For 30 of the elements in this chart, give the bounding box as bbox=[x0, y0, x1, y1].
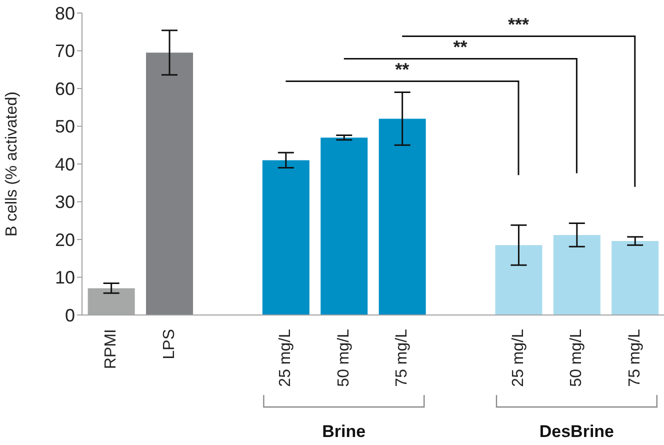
bar bbox=[262, 160, 310, 315]
annotation: *** bbox=[508, 14, 530, 34]
y-tick-label: 50 bbox=[54, 116, 75, 137]
x-tick-label: 50 mg/L bbox=[568, 328, 586, 387]
annotation: ** bbox=[395, 59, 410, 80]
bar bbox=[146, 52, 194, 315]
bar bbox=[378, 118, 426, 315]
text: Brine bbox=[322, 422, 366, 441]
y-tick-label: 10 bbox=[54, 268, 75, 288]
y-tick-label: 60 bbox=[54, 78, 75, 99]
y-tick-label: 40 bbox=[54, 154, 75, 174]
y-tick-label: 70 bbox=[54, 41, 75, 62]
bar bbox=[320, 138, 368, 315]
x-tick-label: 25 mg/L bbox=[510, 328, 527, 387]
y-tick-label: 80 bbox=[54, 3, 75, 24]
x-tick-label: RPMI bbox=[102, 329, 120, 369]
text: DesBrine bbox=[539, 422, 614, 441]
x-tick-label: LPS bbox=[160, 329, 178, 360]
x-tick-label: 25 mg/L bbox=[277, 328, 294, 387]
annotation: ** bbox=[453, 36, 468, 57]
bar bbox=[495, 245, 542, 315]
x-tick-label: 50 mg/L bbox=[335, 328, 352, 387]
bar bbox=[612, 241, 659, 315]
y-tick-label: 0 bbox=[64, 305, 75, 326]
y-axis-title: B cells (% activated) bbox=[4, 92, 21, 236]
x-tick-label: 75 mg/L bbox=[626, 328, 644, 387]
y-tick-label: 20 bbox=[54, 230, 75, 250]
x-tick-label: 75 mg/L bbox=[394, 328, 411, 387]
y-tick-label: 30 bbox=[54, 192, 75, 212]
bar bbox=[553, 234, 600, 315]
